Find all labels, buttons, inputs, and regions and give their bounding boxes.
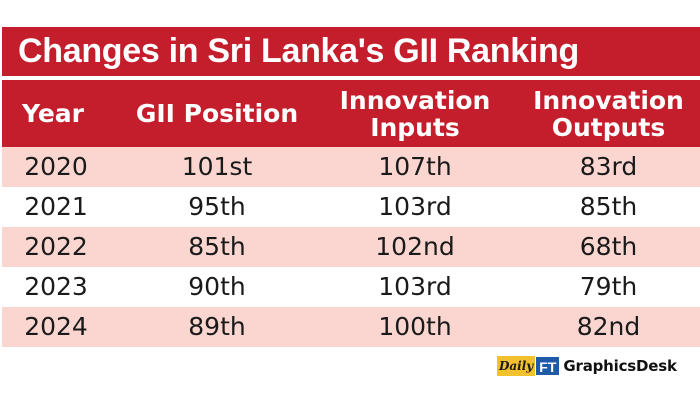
header-innovation-inputs-line1: Innovation — [339, 85, 491, 115]
cell-gii-position: 90th — [188, 272, 246, 301]
dailyft-logo: Daily FT — [497, 356, 561, 376]
table-row: 2021 95th 103rd 85th — [2, 187, 700, 227]
header-innovation-outputs: Innovation Outputs — [517, 80, 700, 147]
cell-innovation-outputs: 68th — [579, 232, 638, 261]
title-divider — [2, 76, 700, 80]
table-body: 2020 101st 107th 83rd 2021 95th 103rd 85… — [2, 147, 700, 347]
logo-daily-text: Daily — [497, 356, 536, 376]
table-row: 2023 90th 103rd 79th — [2, 267, 700, 307]
logo-ft-text: FT — [535, 356, 561, 376]
header-year: Year — [22, 99, 84, 128]
table-row: 2020 101st 107th 83rd — [2, 147, 700, 187]
cell-year: 2023 — [24, 272, 88, 301]
graphics-credit: Daily FT GraphicsDesk — [497, 355, 677, 377]
cell-year: 2020 — [24, 152, 88, 181]
cell-innovation-inputs: 107th — [378, 152, 452, 181]
header-innovation-inputs: Innovation Inputs — [320, 80, 510, 147]
cell-gii-position: 101st — [181, 152, 253, 181]
cell-innovation-inputs: 103rd — [378, 192, 452, 221]
cell-innovation-outputs: 82nd — [576, 312, 641, 341]
cell-innovation-outputs: 85th — [579, 192, 638, 221]
cell-gii-position: 85th — [188, 232, 246, 261]
cell-year: 2024 — [24, 312, 88, 341]
cell-innovation-outputs: 83rd — [579, 152, 638, 181]
table-title: Changes in Sri Lanka's GII Ranking — [2, 27, 700, 76]
cell-year: 2022 — [24, 232, 88, 261]
header-innovation-outputs-line2: Outputs — [551, 112, 666, 142]
cell-year: 2021 — [24, 192, 88, 221]
header-innovation-inputs-line2: Inputs — [370, 112, 460, 142]
cell-innovation-outputs: 79th — [579, 272, 638, 301]
table-row: 2022 85th 102nd 68th — [2, 227, 700, 267]
cell-gii-position: 89th — [188, 312, 246, 341]
table-header-row: Year GII Position Innovation Inputs Inno… — [2, 80, 700, 147]
cell-innovation-inputs: 103rd — [378, 272, 452, 301]
cell-innovation-inputs: 102nd — [375, 232, 455, 261]
table-row: 2024 89th 100th 82nd — [2, 307, 700, 347]
credit-text: GraphicsDesk — [563, 357, 677, 375]
header-gii-position: GII Position — [135, 99, 299, 128]
cell-gii-position: 95th — [188, 192, 246, 221]
cell-innovation-inputs: 100th — [378, 312, 452, 341]
header-innovation-outputs-line1: Innovation — [533, 85, 684, 115]
